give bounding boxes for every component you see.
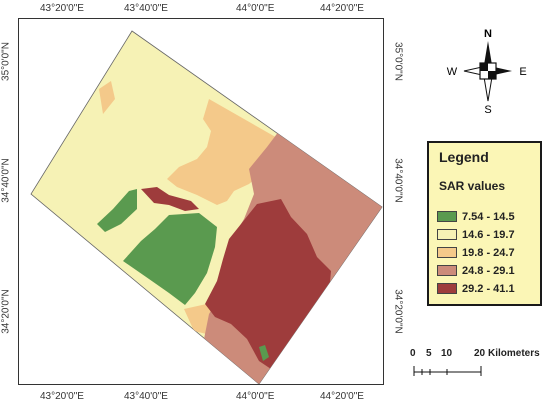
legend-item-label: 7.54 - 14.5 xyxy=(462,210,515,223)
legend-item: 19.8 - 24.7 xyxy=(437,246,515,259)
scale-label-20: 20 xyxy=(474,348,486,359)
legend-item-label: 14.6 - 19.7 xyxy=(462,228,515,241)
sar-raster-map xyxy=(30,30,383,384)
sar-zone-19-8-24-7-north xyxy=(99,81,115,114)
y-tick-left-3: 34°20'0"N xyxy=(0,289,12,334)
scale-unit: Kilometers xyxy=(488,348,540,359)
legend-subtitle: SAR values xyxy=(439,179,506,193)
legend-swatch xyxy=(437,283,457,294)
x-tick-top-2: 43°40'0"E xyxy=(124,3,168,14)
legend-swatch xyxy=(437,211,457,222)
scale-bar-graphic xyxy=(413,366,482,376)
y-tick-right-1: 35°0'0"N xyxy=(392,42,404,81)
y-tick-left-2: 34°40'0"N xyxy=(0,158,12,203)
x-tick-top-3: 44°0'0"E xyxy=(236,3,275,14)
x-tick-top-4: 44°20'0"E xyxy=(320,3,364,14)
scale-label-10: 10 xyxy=(441,348,453,359)
compass-n-label: N xyxy=(484,28,492,40)
legend-item: 29.2 - 41.1 xyxy=(437,282,515,295)
y-tick-right-3: 34°20'0"N xyxy=(392,289,404,334)
legend-swatch xyxy=(437,265,457,276)
legend-box: Legend SAR values 7.54 - 14.5 14.6 - 19.… xyxy=(427,141,542,306)
compass-s-label: S xyxy=(484,104,491,116)
x-tick-bottom-1: 43°20'0"E xyxy=(40,391,84,402)
sar-zone-7-54-14-5-west xyxy=(97,189,137,232)
compass-e-label: E xyxy=(519,66,526,78)
x-tick-bottom-2: 43°40'0"E xyxy=(124,391,168,402)
sar-zone-29-2-41-1-west xyxy=(141,187,199,211)
map-frame xyxy=(18,18,384,385)
scale-label-0: 0 xyxy=(410,348,416,359)
legend-item: 7.54 - 14.5 xyxy=(437,210,515,223)
legend-item-label: 24.8 - 29.1 xyxy=(462,264,515,277)
legend-item-label: 19.8 - 24.7 xyxy=(462,246,515,259)
sar-zone-7-54-14-5-south xyxy=(259,345,269,361)
scale-bar: 0 5 10 20 Kilometers xyxy=(410,348,550,388)
legend-item: 14.6 - 19.7 xyxy=(437,228,515,241)
compass-w-label: W xyxy=(447,66,458,78)
x-tick-top-1: 43°20'0"E xyxy=(40,3,84,14)
legend-item-label: 29.2 - 41.1 xyxy=(462,282,515,295)
y-tick-right-2: 34°40'0"N xyxy=(392,158,404,203)
scale-label-5: 5 xyxy=(426,348,432,359)
y-tick-left-1: 35°0'0"N xyxy=(0,42,12,81)
x-tick-bottom-3: 44°0'0"E xyxy=(236,391,275,402)
x-tick-bottom-4: 44°20'0"E xyxy=(320,391,364,402)
legend-swatch xyxy=(437,247,457,258)
legend-title: Legend xyxy=(439,149,489,165)
legend-swatch xyxy=(437,229,457,240)
compass-rose: N S W E xyxy=(447,28,527,116)
legend-item: 24.8 - 29.1 xyxy=(437,264,515,277)
sar-zone-7-54-14-5-central xyxy=(123,213,217,305)
north-arrow-icon xyxy=(463,41,512,102)
